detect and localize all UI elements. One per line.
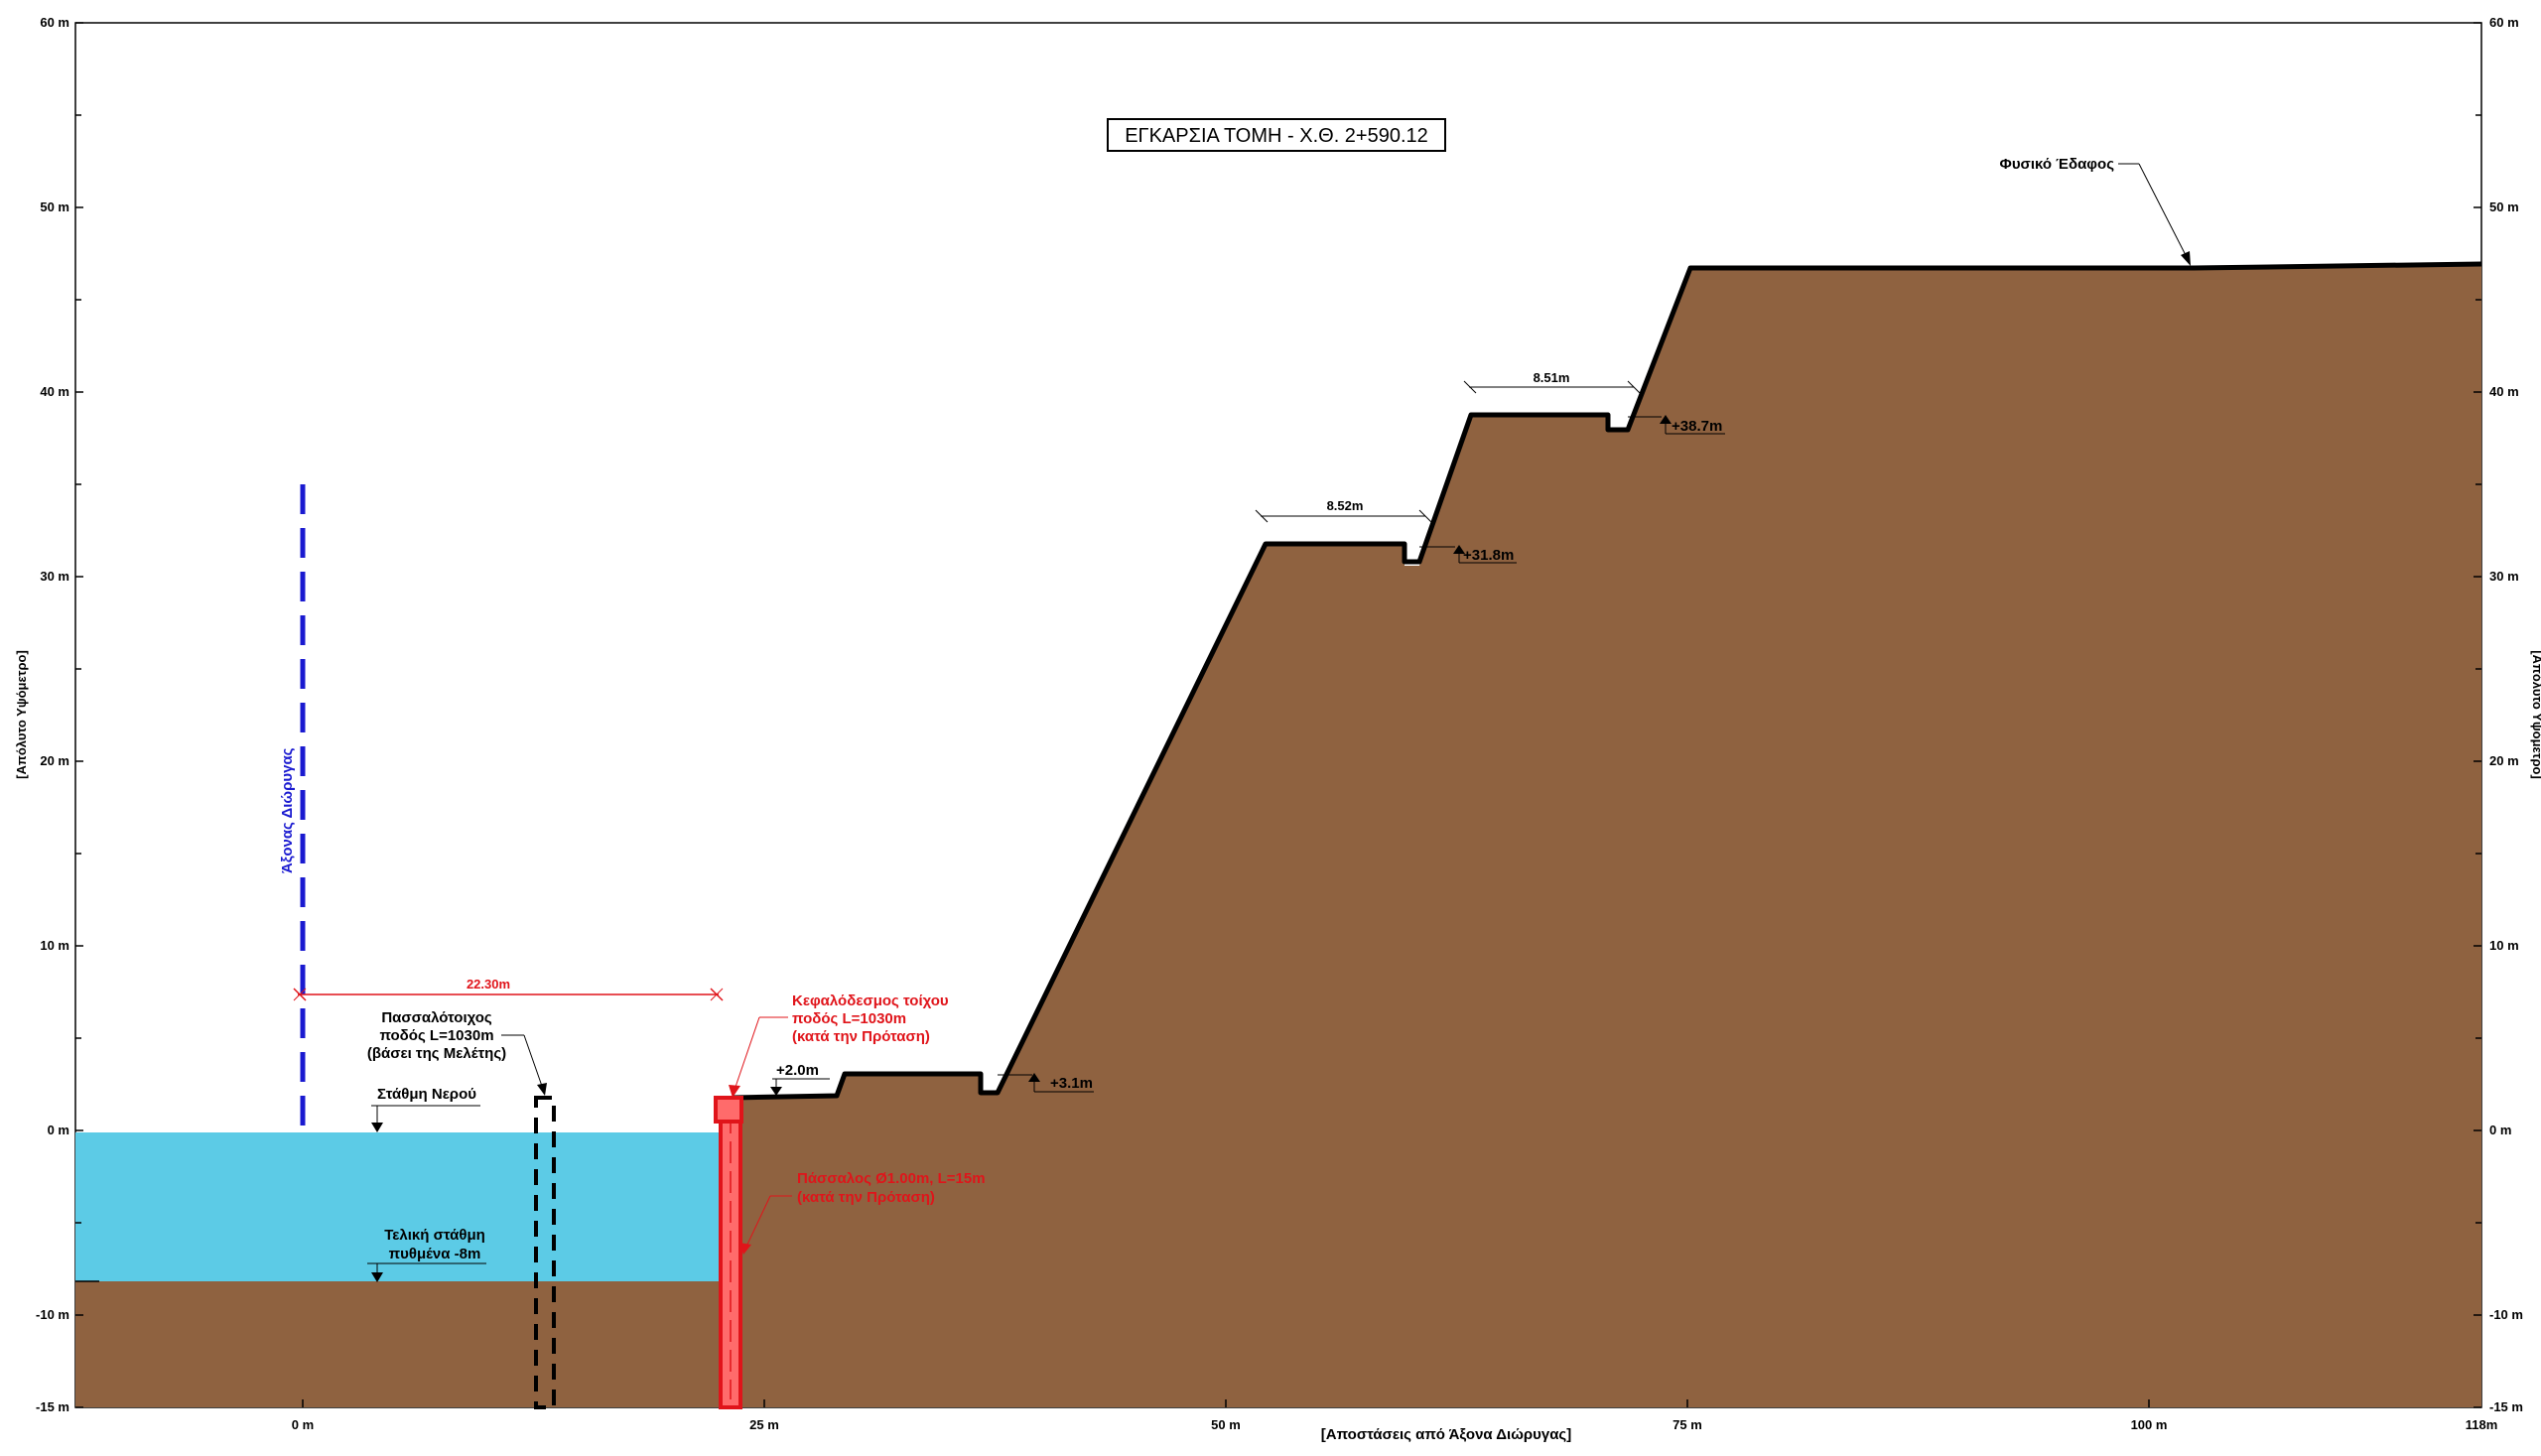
pile-wall-study-label: Πασσαλότοιχος ποδός L=1030m (βάσει της Μ… (367, 1009, 547, 1096)
right-y-axis (2474, 22, 2481, 1408)
svg-text:(κατά την Πρόταση): (κατά την Πρόταση) (792, 1028, 930, 1045)
dimension-berm-2-label: 8.51m (1534, 370, 1570, 385)
dimension-axis-wall-label: 22.30m (467, 977, 510, 992)
dimension-berm-2: 8.51m (1463, 370, 1641, 394)
x-tick-0: 0 m (292, 1417, 314, 1432)
y-axis-title-left: [Απόλυτο Υψόμετρο] (14, 650, 29, 779)
bottom-level-label-1: Τελική στάθμη (384, 1227, 485, 1244)
svg-text:(βάσει της Μελέτης): (βάσει της Μελέτης) (367, 1045, 506, 1062)
proposed-head-beam (714, 1096, 743, 1124)
natural-ground-label: Φυσικό Έδαφος (2000, 156, 2191, 266)
svg-text:Φυσικό Έδαφος: Φυσικό Έδαφος (2000, 156, 2115, 173)
x-axis-title: [Αποστάσεις από Άξονα Διώρυγας] (1321, 1426, 1571, 1443)
water-level-marker: Στάθμη Νερού (371, 1086, 480, 1132)
x-tick-50: 50 m (1211, 1417, 1241, 1432)
svg-text:ποδός L=1030m: ποδός L=1030m (379, 1027, 493, 1044)
level-marker-38-7: +38.7m (1628, 415, 1725, 435)
title-box (1107, 118, 1446, 152)
ground-profile-line (732, 261, 2482, 1101)
svg-text:ποδός L=1030m: ποδός L=1030m (792, 1010, 906, 1027)
y-tick-left-0: 0 m (48, 1123, 69, 1137)
svg-text:Πάσσαλος Ø1.00m, L=15m: Πάσσαλος Ø1.00m, L=15m (797, 1170, 986, 1187)
svg-text:(κατά την Πρόταση): (κατά την Πρόταση) (797, 1189, 935, 1206)
y-tick-left-10: 10 m (40, 938, 69, 953)
pile-label: Πάσσαλος Ø1.00m, L=15m (κατά την Πρόταση… (739, 1170, 986, 1255)
title: ΕΓΚΑΡΣΙΑ ΤΟΜΗ - Χ.Θ. 2+590.12 (1125, 125, 1428, 147)
bottom-level-label-2: πυθμένα -8m (389, 1246, 481, 1262)
svg-text:Κεφαλόδεσμος τοίχου: Κεφαλόδεσμος τοίχου (792, 993, 949, 1009)
y-tick-left-50: 50 m (40, 199, 69, 214)
y-tick-left-60: 60 m (40, 15, 69, 30)
pile-wall-study (534, 1096, 556, 1409)
dimension-axis-wall: 22.30m (293, 977, 724, 1001)
water-level-label: Στάθμη Νερού (377, 1086, 476, 1103)
level-3-1-label: +3.1m (1050, 1075, 1093, 1092)
level-2-0-label: +2.0m (776, 1062, 819, 1079)
left-y-axis (75, 22, 83, 1408)
water-body (75, 1132, 721, 1281)
dimension-berm-1: 8.52m (1255, 498, 1432, 523)
x-tick-25: 25 m (749, 1417, 779, 1432)
x-axis-ticks (302, 1399, 2150, 1407)
level-38-7-label: +38.7m (1672, 418, 1722, 435)
canal-axis-label: Άξονας Διώρυγας (279, 747, 296, 873)
level-31-8-label: +31.8m (1463, 547, 1514, 564)
level-marker-31-8: +31.8m (1419, 545, 1517, 564)
x-tick-118: 118m (2466, 1417, 2498, 1432)
level-marker-3-1: +3.1m (998, 1073, 1094, 1093)
x-tick-100: 100 m (2131, 1417, 2168, 1432)
head-beam-label: Κεφαλόδεσμος τοίχου ποδός L=1030m (κατά … (729, 993, 949, 1098)
y-tick-right-10: 10 m (2489, 938, 2519, 953)
y-tick-right-20: 20 m (2489, 753, 2519, 768)
dimension-berm-1-label: 8.52m (1327, 498, 1364, 513)
y-tick-right-40: 40 m (2489, 384, 2519, 399)
y-tick-right-30: 30 m (2489, 569, 2519, 584)
y-tick-right-m15: -15 m (2489, 1399, 2523, 1414)
y-tick-left-20: 20 m (40, 753, 69, 768)
soil-body (75, 264, 2481, 1407)
y-axis-title-right: [Απόλυτο Υψόμετρο] (2530, 650, 2541, 779)
y-tick-left-30: 30 m (40, 569, 69, 584)
bottom-level-marker: Τελική στάθμη πυθμένα -8m (367, 1227, 486, 1282)
y-tick-right-0: 0 m (2489, 1123, 2511, 1137)
y-tick-right-m10: -10 m (2489, 1307, 2523, 1322)
y-tick-right-50: 50 m (2489, 199, 2519, 214)
y-tick-left-m10: -10 m (36, 1307, 69, 1322)
x-tick-75: 75 m (1672, 1417, 1702, 1432)
y-tick-left-m15: -15 m (36, 1399, 69, 1414)
svg-text:Πασσαλότοιχος: Πασσαλότοιχος (381, 1009, 492, 1026)
y-tick-left-40: 40 m (40, 384, 69, 399)
level-marker-2-0: +2.0m (770, 1062, 830, 1096)
y-tick-right-60: 60 m (2489, 15, 2519, 30)
